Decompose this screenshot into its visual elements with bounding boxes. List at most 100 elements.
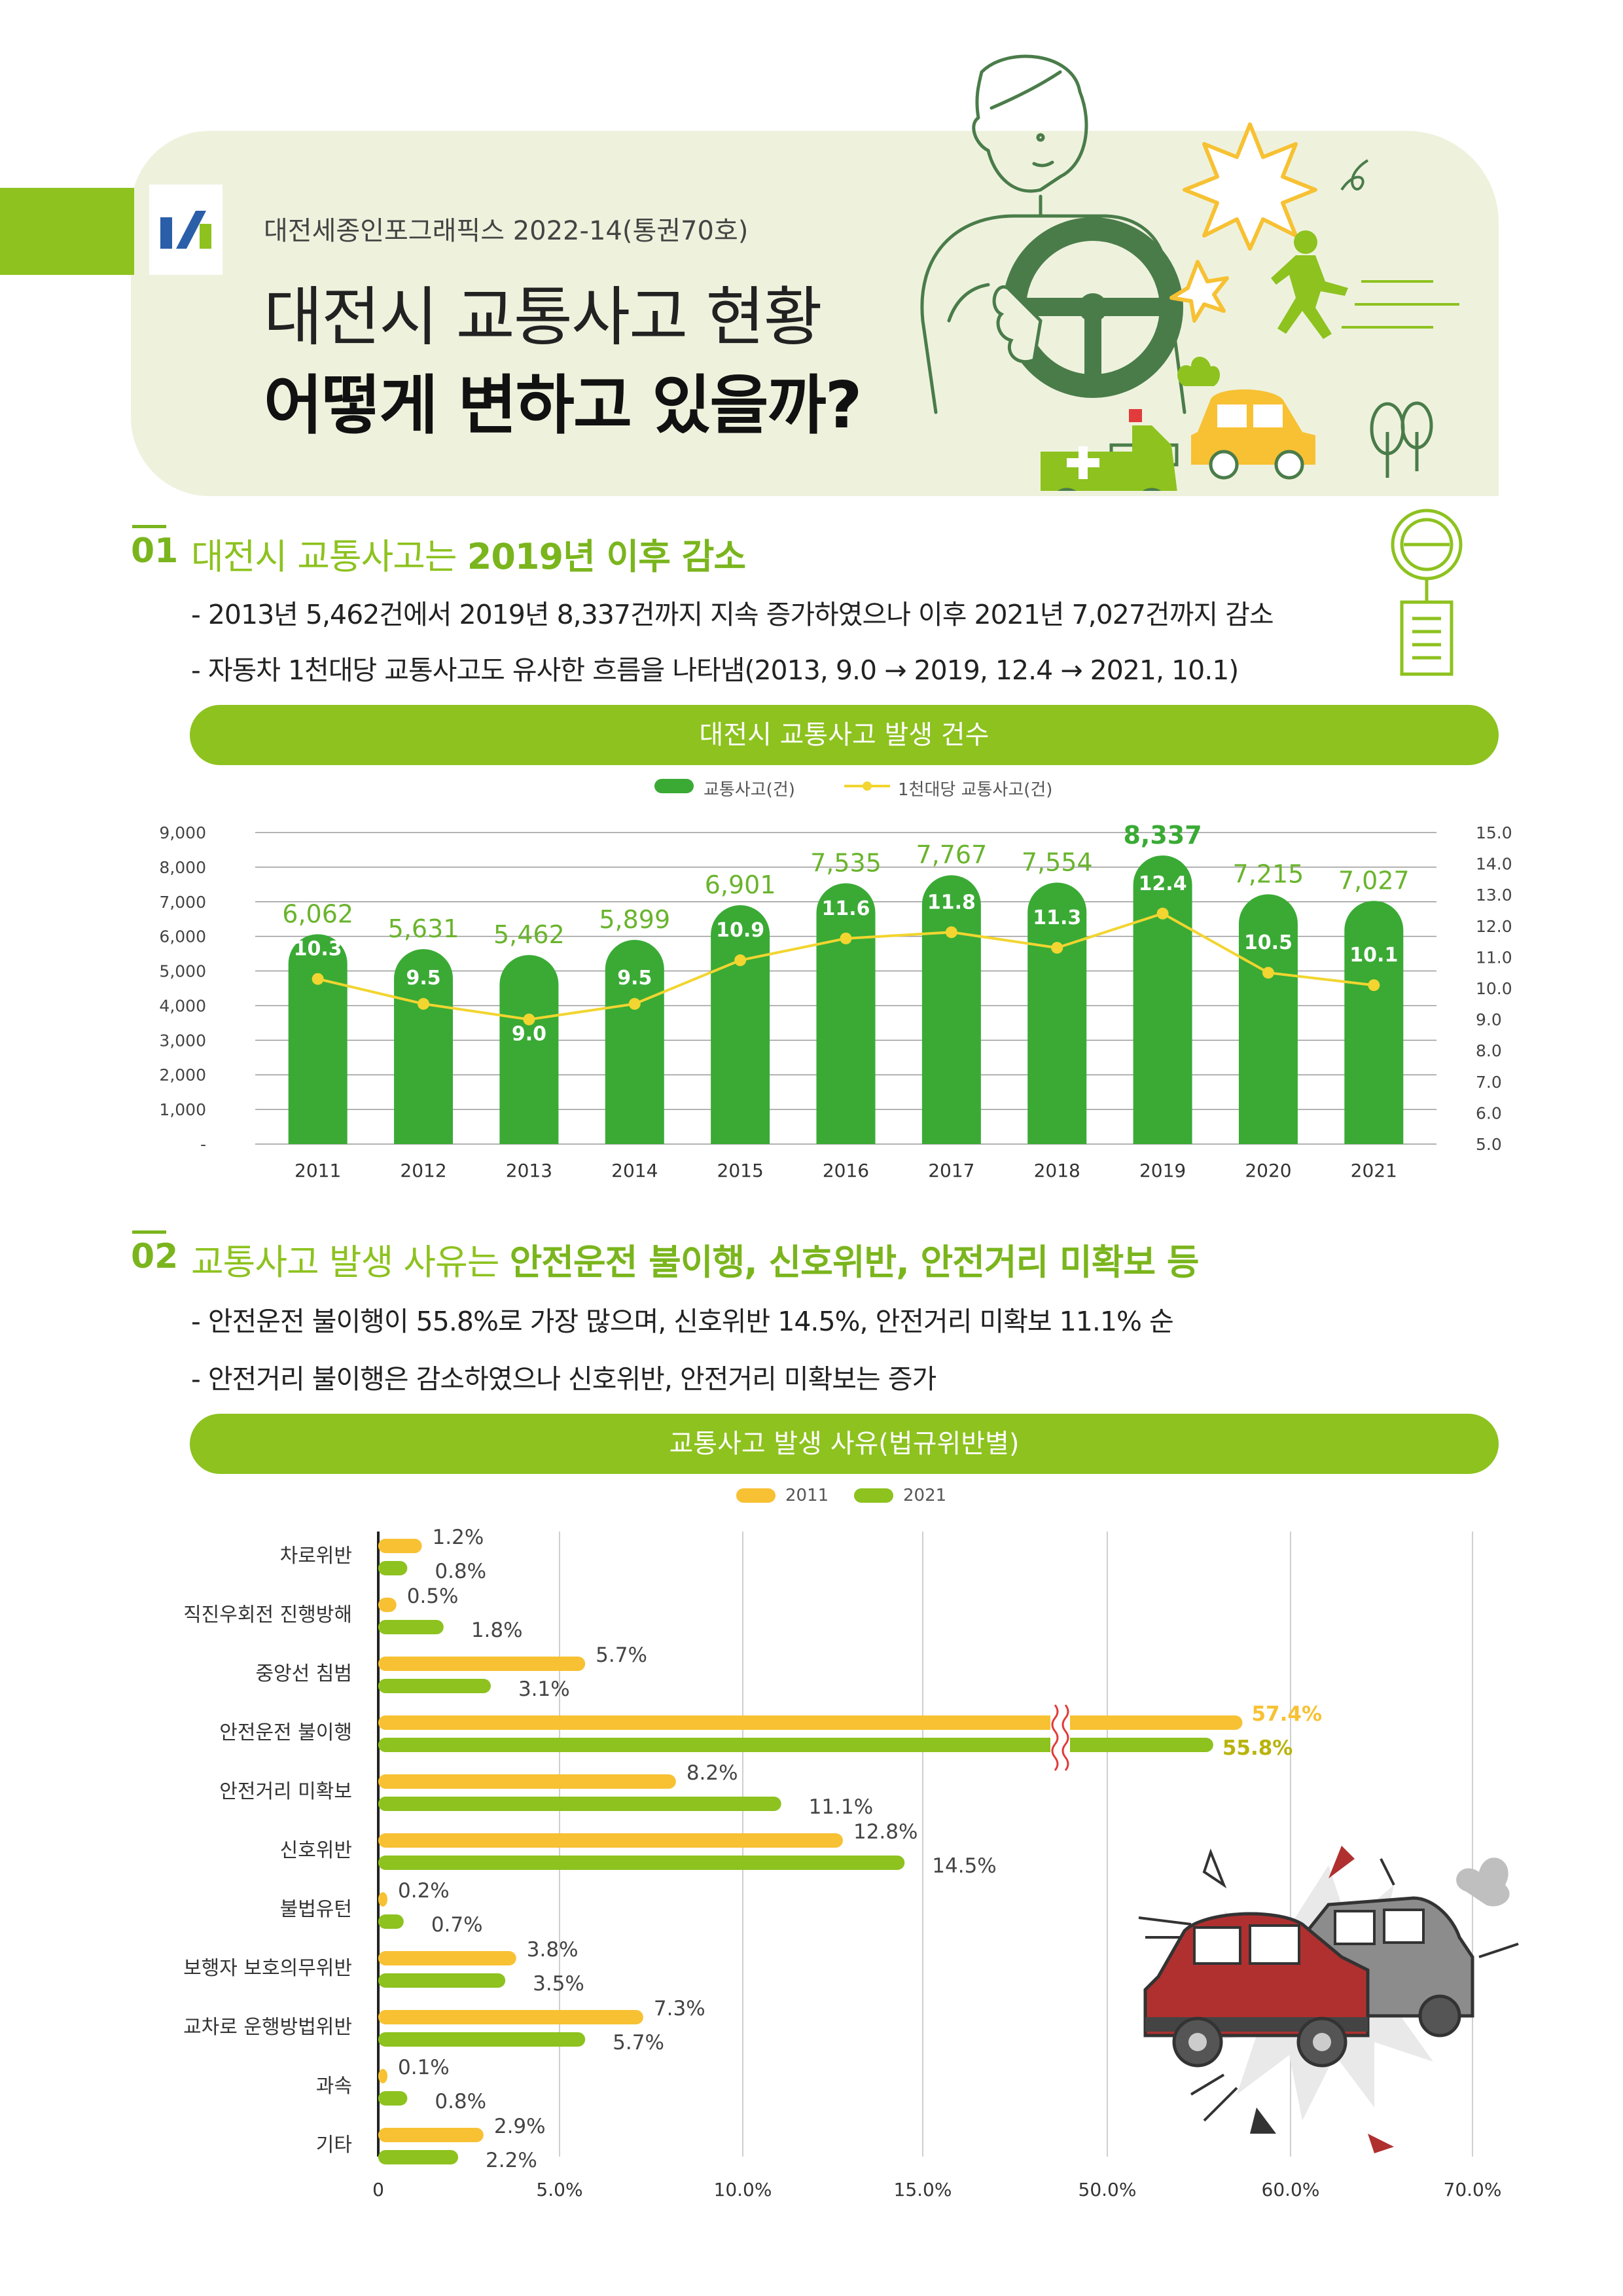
bar-accidents [499, 955, 559, 1144]
value-label-2011: 0.1% [398, 2056, 450, 2079]
category-label: 안전운전 불이행 [219, 1721, 352, 1744]
running-person-icon [1271, 230, 1348, 339]
chart2-banner: 교통사고 발생 사유(법규위반별) [190, 1414, 1499, 1474]
section1-rule [132, 525, 166, 528]
bar-accidents [1344, 901, 1404, 1144]
legend-swatch-2011 [736, 1488, 776, 1503]
category-label: 보행자 보호의무위반 [183, 1957, 352, 1980]
line-point-rate [523, 1013, 535, 1026]
x-tick-label: 5.0% [536, 2179, 582, 2200]
value-label-2011: 12.8% [853, 1820, 918, 1844]
chart1-banner: 대전시 교통사고 발생 건수 [190, 705, 1499, 765]
bar-2021 [378, 1973, 506, 1988]
x-tick-label: 50.0% [1079, 2179, 1137, 2200]
legend-swatch-2021 [854, 1488, 893, 1503]
line-point-rate [1368, 979, 1380, 992]
bar-value-label: 6,062 [282, 899, 353, 928]
section2-title: 교통사고 발생 사유는 안전운전 불이행, 신호위반, 안전거리 미확보 등 [191, 1242, 1200, 1283]
x-tick-label: 2013 [506, 1160, 552, 1181]
bar-2021 [378, 2032, 586, 2047]
y-right-tick-label: 7.0 [1476, 1073, 1502, 1092]
y-right-tick-label: 6.0 [1476, 1103, 1502, 1122]
axis-break-mark [1051, 1704, 1059, 1771]
car-crash-illustration [1138, 1846, 1519, 2153]
line-point-rate [418, 997, 430, 1010]
line-value-label: 11.8 [927, 891, 976, 914]
category-label: 직진우회전 진행방해 [183, 1604, 352, 1626]
x-tick-label: 60.0% [1262, 2179, 1320, 2200]
yellow-car-icon [1177, 357, 1315, 480]
traffic-sign-icon [1391, 509, 1463, 676]
bar-2011 [378, 2010, 643, 2024]
y-left-tick-label: 3,000 [159, 1031, 206, 1050]
bar-2021 [378, 1914, 404, 1929]
publication-subtitle: 대전세종인포그래픽스 2022-14(통권70호) [264, 216, 749, 246]
line-value-label: 9.5 [406, 967, 440, 990]
value-label-2021: 55.8% [1222, 1736, 1293, 1760]
x-tick-label: 2019 [1139, 1160, 1186, 1181]
bar-value-label: 7,215 [1233, 859, 1304, 888]
category-label: 안전거리 미확보 [219, 1780, 352, 1803]
x-tick-label: 2014 [611, 1160, 658, 1181]
legend-swatch-rate [844, 781, 890, 791]
category-label: 신호위반 [280, 1839, 352, 1862]
line-value-label: 10.3 [294, 938, 342, 961]
bar-value-label: 5,462 [493, 920, 565, 949]
value-label-2021: 0.8% [435, 1560, 486, 1583]
bar-2011 [378, 1657, 586, 1671]
x-tick-label: 2012 [400, 1160, 446, 1181]
x-tick-label: 2017 [928, 1160, 974, 1181]
category-label: 중앙선 침범 [255, 1662, 352, 1685]
category-label: 기타 [316, 2134, 352, 2157]
line-point-rate [1156, 907, 1169, 920]
value-label-2021: 0.8% [435, 2090, 486, 2113]
line-point-rate [734, 954, 747, 967]
y-right-tick-label: 11.0 [1476, 948, 1512, 967]
section1-bullet-1: - 2013년 5,462건에서 2019년 8,337건까지 지속 증가하였으… [191, 599, 1274, 630]
bar-2021 [378, 1679, 491, 1693]
bar-2011 [378, 1539, 422, 1553]
legend-label-2011: 2011 [785, 1486, 829, 1505]
bar-2021 [378, 2091, 408, 2106]
y-right-tick-label: 15.0 [1476, 823, 1512, 842]
line-value-label: 10.9 [716, 919, 764, 942]
axis-break-mark [1061, 1704, 1069, 1771]
value-label-2011: 3.8% [527, 1938, 579, 1962]
section1-number: 01 [131, 531, 179, 571]
y-left-tick-label: 4,000 [159, 996, 206, 1015]
line-point-rate [628, 997, 641, 1010]
value-label-2021: 0.7% [431, 1913, 483, 1937]
bar-value-label: 7,027 [1338, 866, 1410, 895]
value-label-2011: 5.7% [596, 1643, 647, 1667]
bar-accidents [394, 949, 454, 1144]
red-car-icon [1143, 1912, 1370, 2068]
y-right-tick-label: 13.0 [1476, 886, 1512, 905]
bar-accidents [816, 883, 876, 1144]
line-point-rate [945, 926, 957, 939]
bar-2011 [378, 1951, 516, 1965]
value-label-2021: 5.7% [613, 2031, 664, 2054]
value-label-2021: 3.5% [533, 1972, 584, 1996]
line-point-rate [312, 973, 324, 985]
bar-2021 [378, 1856, 905, 1870]
bar-accidents [1133, 855, 1192, 1144]
category-label: 불법유턴 [280, 1898, 352, 1921]
value-label-2011: 0.5% [407, 1585, 459, 1608]
line-value-label: 10.1 [1349, 944, 1398, 967]
bar-2011 [378, 1892, 387, 1907]
x-tick-label: 2015 [717, 1160, 764, 1181]
category-label: 교차로 운행방법위반 [183, 2016, 352, 2039]
bar-2021 [378, 2150, 459, 2164]
legend-label-2021: 2021 [903, 1486, 947, 1505]
value-label-2021: 2.2% [486, 2149, 537, 2172]
value-label-2011: 7.3% [654, 1997, 705, 2020]
legend-swatch-accidents [654, 779, 694, 793]
bar-value-label: 6,901 [705, 870, 776, 899]
category-label: 차로위반 [280, 1545, 352, 1568]
category-label: 과속 [316, 2075, 352, 2098]
value-label-2011: 2.9% [494, 2115, 546, 2138]
bar-2021 [378, 1797, 781, 1811]
bar-2011 [378, 1774, 676, 1789]
line-value-label: 10.5 [1244, 931, 1293, 954]
line-value-label: 9.5 [617, 967, 652, 990]
